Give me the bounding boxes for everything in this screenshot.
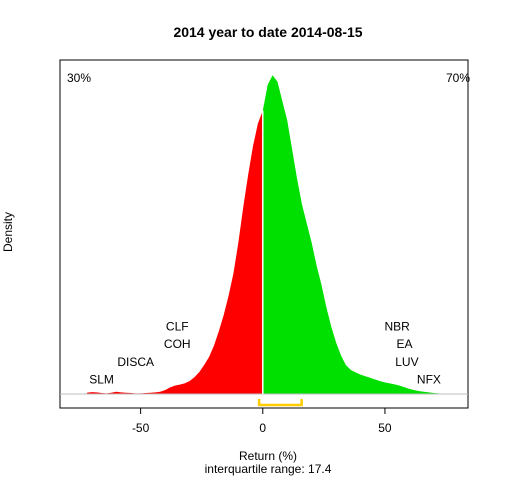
positive-share-label: 70%: [446, 71, 470, 85]
x-axis-label: Return (%): [239, 449, 297, 463]
ticker-label: DISCA: [117, 355, 154, 369]
iqr-bracket-line: [257, 399, 303, 407]
chart-title: 2014 year to date 2014-08-15: [173, 24, 362, 40]
plot-area-border: [59, 59, 469, 409]
ticker-label: CLF: [166, 319, 189, 333]
positive-density-area: [262, 75, 439, 394]
x-tick-label: -50: [132, 421, 150, 435]
y-axis-label: Density: [1, 212, 15, 252]
ticker-label: NFX: [417, 373, 441, 387]
interquartile-bracket: [257, 399, 303, 407]
ticker-label: SLM: [89, 373, 114, 387]
interquartile-range-label: interquartile range: 17.4: [205, 462, 332, 476]
x-tick-label: 0: [259, 421, 266, 435]
x-axis: -50 0 50: [132, 408, 392, 435]
ticker-label: NBR: [384, 319, 410, 333]
density-areas: [86, 75, 439, 394]
negative-share-label: 30%: [67, 71, 91, 85]
x-tick-label: 50: [378, 421, 392, 435]
negative-density-area: [86, 110, 263, 394]
ticker-label: LUV: [395, 355, 418, 369]
ticker-label: EA: [396, 337, 412, 351]
ticker-label: COH: [164, 337, 191, 351]
